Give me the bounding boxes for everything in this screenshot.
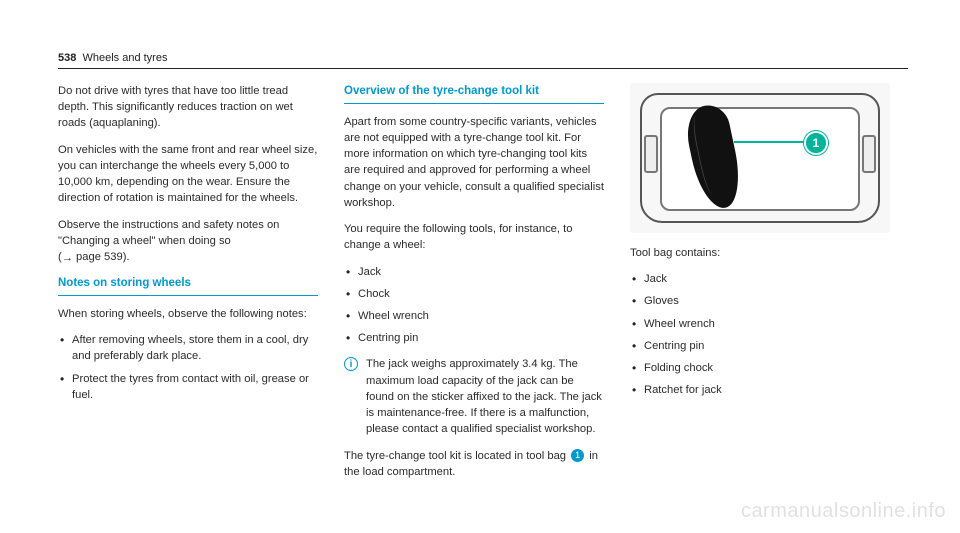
list-item: Jack [630,271,890,287]
heading-toolkit: Overview of the tyre-change tool kit [344,83,604,104]
column-2: Overview of the tyre-change tool kit Apa… [344,83,604,490]
column-1: Do not drive with tyres that have too li… [58,83,318,490]
content-columns: Do not drive with tyres that have too li… [58,83,908,490]
info-icon: i [344,357,358,371]
list-item: Wheel wrench [630,316,890,332]
list-item: Centring pin [344,330,604,346]
page-header: 538 Wheels and tyres [58,52,908,64]
section-title: Wheels and tyres [82,52,167,64]
paragraph: The tyre-change tool kit is located in t… [344,448,604,480]
bag-label: Tool bag contains: [630,245,890,261]
side-slot-left [644,135,658,173]
list-item: Wheel wrench [344,308,604,324]
watermark: carmanualsonline.info [741,500,946,523]
callout-ref-1: 1 [571,449,584,462]
header-divider [58,68,908,69]
list-item: Ratchet for jack [630,382,890,398]
paragraph: On vehicles with the same front and rear… [58,142,318,207]
paragraph: Apart from some country-specific variant… [344,114,604,211]
list-item: Gloves [630,293,890,309]
list-item: After removing wheels, store them in a c… [58,332,318,364]
list-item: Protect the tyres from contact with oil,… [58,371,318,403]
list-item: Centring pin [630,338,890,354]
paragraph: You require the following tools, for ins… [344,221,604,253]
page-ref: page 539). [76,251,130,263]
storing-list: After removing wheels, store them in a c… [58,332,318,403]
text: The tyre-change tool kit is located in t… [344,450,566,462]
page-number: 538 [58,52,76,64]
list-item: Jack [344,264,604,280]
list-item: Folding chock [630,360,890,376]
info-note: i The jack weighs approximately 3.4 kg. … [344,356,604,437]
tools-list: Jack Chock Wheel wrench Centring pin [344,264,604,347]
paragraph: Observe the instructions and safety note… [58,217,318,266]
column-3: 1 Tool bag contains: Jack Gloves Wheel w… [630,83,890,490]
arrow-icon: → [62,250,73,266]
paragraph: Do not drive with tyres that have too li… [58,83,318,132]
trunk-figure: 1 [630,83,890,233]
heading-storing-wheels: Notes on storing wheels [58,275,318,296]
info-text: The jack weighs approximately 3.4 kg. Th… [366,358,602,435]
list-item: Chock [344,286,604,302]
side-slot-right [862,135,876,173]
paragraph: When storing wheels, observe the followi… [58,306,318,322]
manual-page: 538 Wheels and tyres Do not drive with t… [58,52,908,490]
callout-line [734,141,806,143]
text: Observe the instructions and safety note… [58,219,279,247]
callout-badge-1: 1 [804,131,828,155]
bag-contents-list: Jack Gloves Wheel wrench Centring pin Fo… [630,271,890,398]
